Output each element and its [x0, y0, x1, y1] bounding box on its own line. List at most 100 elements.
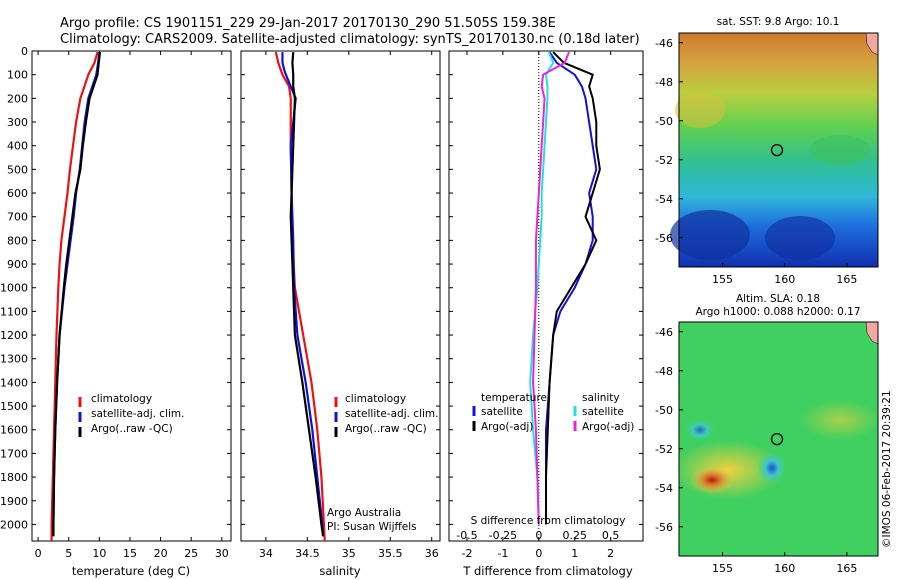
x-tick-label: 1 [571, 547, 578, 560]
x2-tick-label: 0.5 [602, 529, 620, 542]
x2-tick-label: 0.25 [562, 529, 587, 542]
salinity-axes [240, 50, 441, 542]
lat-tick-label: -56 [655, 521, 673, 534]
x-tick-label: 10 [92, 547, 106, 560]
y-tick-label: 1700 [0, 447, 28, 460]
legend-label-sal-satellite: satellite [582, 406, 624, 418]
sst-cold-patch-1 [670, 210, 750, 260]
y-tick-label: 500 [7, 163, 28, 176]
y-tick-label: 1000 [0, 282, 28, 295]
legend-title-salinity: salinity [582, 392, 620, 404]
x2-tick-label: -0.25 [489, 529, 517, 542]
lat-tick-label: -56 [655, 232, 673, 245]
sst-map-frame [678, 32, 879, 268]
salinity-legend: climatology satellite-adj. clim. Argo(..… [334, 393, 438, 437]
x-tick-label: -2 [461, 547, 472, 560]
y-tick-label: 1800 [0, 471, 28, 484]
y-tick-label: 1400 [0, 376, 28, 389]
x-tick-label: -1 [497, 547, 508, 560]
difference-xlabel-top: S difference from climatology [471, 515, 626, 527]
x-tick-label: 34 [259, 547, 273, 560]
lat-tick-label: -50 [655, 115, 673, 128]
sst-warm-patch-1 [675, 92, 725, 128]
lat-tick-label: -54 [655, 193, 673, 206]
lat-tick-label: -46 [655, 37, 673, 50]
x-tick-label: 35.5 [378, 547, 403, 560]
temperature-profiles [50, 51, 102, 541]
lon-tick-label: 155 [712, 562, 733, 575]
lat-tick-label: -52 [655, 443, 673, 456]
salinity-profiles [274, 51, 326, 542]
y-tick-label: 300 [7, 116, 28, 129]
legend-title-temperature: temperature [481, 392, 547, 404]
legend-label-satellite: satellite-adj. clim. [345, 408, 438, 420]
sla-map-frame [678, 321, 879, 557]
sla-low-eddy-2 [684, 418, 716, 442]
sla-yellow-band-2 [800, 400, 880, 440]
x-tick-label: 25 [184, 547, 198, 560]
temperature-x-axis: 0 5 10 15 20 25 30 [35, 51, 229, 560]
x-tick-label: 2 [607, 547, 614, 560]
legend-label-climatology: climatology [345, 393, 406, 405]
x-tick-label: 34.5 [295, 547, 320, 560]
sst-green-patch [810, 135, 870, 165]
lat-tick-label: -50 [655, 404, 673, 417]
lon-tick-label: 155 [712, 273, 733, 286]
legend-label-temp-argo: Argo(-adj) [481, 421, 533, 433]
x-tick-label: 20 [154, 547, 168, 560]
series-line-3 [529, 51, 555, 525]
attribution-line-1: Argo Australia [327, 507, 401, 519]
lat-tick-label: -52 [655, 154, 673, 167]
difference-legend: temperature satellite Argo(-adj) salinit… [472, 392, 634, 433]
temperature-xlabel: temperature (deg C) [72, 564, 190, 578]
lon-tick-label: 165 [836, 562, 857, 575]
sla-map-title: Altim. SLA: 0.18 [736, 293, 820, 305]
y-tick-label: 1200 [0, 329, 28, 342]
imos-credit: ©IMOS 06-Feb-2017 20:39:21 [881, 390, 893, 548]
salinity-panel: 34 34.5 35 35.5 36 salinity climatology sate… [240, 50, 441, 578]
sst-map-ticks: 155 160 165 -46 -48 -50 -52 -54 -56 [655, 37, 857, 286]
difference-xlabel: T difference from climatology [462, 564, 633, 578]
series-line-2 [545, 51, 601, 525]
y-tick-label: 2000 [0, 518, 28, 531]
sla-low-eddy [757, 451, 787, 485]
argo-position-marker [770, 143, 784, 157]
sla-map: Altim. SLA: 0.18 Argo h1000: 0.088 h2000… [655, 293, 880, 575]
difference-panel: -2 -1 0 1 2 -0.5 -0.25 0 0.25 0.5 T difference fr… [448, 50, 644, 578]
sst-map-title: sat. SST: 9.8 Argo: 10.1 [717, 16, 840, 28]
salinity-xlabel: salinity [319, 564, 360, 578]
legend-label-climatology: climatology [91, 393, 152, 405]
sla-map-subtitle: Argo h1000: 0.088 h2000: 0.17 [695, 306, 860, 318]
x2-tick-label: -0.5 [456, 529, 477, 542]
argo-position-marker [770, 432, 784, 446]
x2-tick-label: 0 [535, 529, 542, 542]
y-tick-label: 200 [7, 92, 28, 105]
x-tick-label: 35 [342, 547, 356, 560]
lon-tick-label: 160 [774, 562, 795, 575]
y-tick-label: 1900 [0, 495, 28, 508]
x-tick-label: 36 [425, 547, 439, 560]
series-line-1 [50, 51, 99, 541]
y-tick-label: 700 [7, 211, 28, 224]
x-tick-label: 5 [65, 547, 72, 560]
lon-tick-label: 160 [774, 273, 795, 286]
attribution-line-2: PI: Susan Wijffels [327, 521, 417, 533]
temperature-legend: climatology satellite-adj. clim. Argo(..… [78, 393, 184, 437]
y-tick-label: 1500 [0, 400, 28, 413]
y-tick-label: 600 [7, 187, 28, 200]
sla-map-ticks: 155 160 165 -46 -48 -50 -52 -54 -56 [655, 326, 857, 575]
y-tick-label: 900 [7, 258, 28, 271]
y-tick-label: 100 [7, 69, 28, 82]
series-line-2 [281, 52, 325, 537]
difference-profiles [529, 51, 601, 525]
y-tick-label: 1300 [0, 353, 28, 366]
lat-tick-label: -54 [655, 482, 673, 495]
lon-tick-label: 165 [836, 273, 857, 286]
salinity-x-axis: 34 34.5 35 35.5 36 [259, 51, 439, 560]
y-tick-label: 800 [7, 234, 28, 247]
depth-axis: 0 100 200 300 400 500 600 700 800 900 1000 1100 1200… [0, 45, 231, 531]
legend-label-temp-satellite: satellite [481, 406, 523, 418]
x-tick-label: 15 [123, 547, 137, 560]
y-tick-label: 1600 [0, 424, 28, 437]
